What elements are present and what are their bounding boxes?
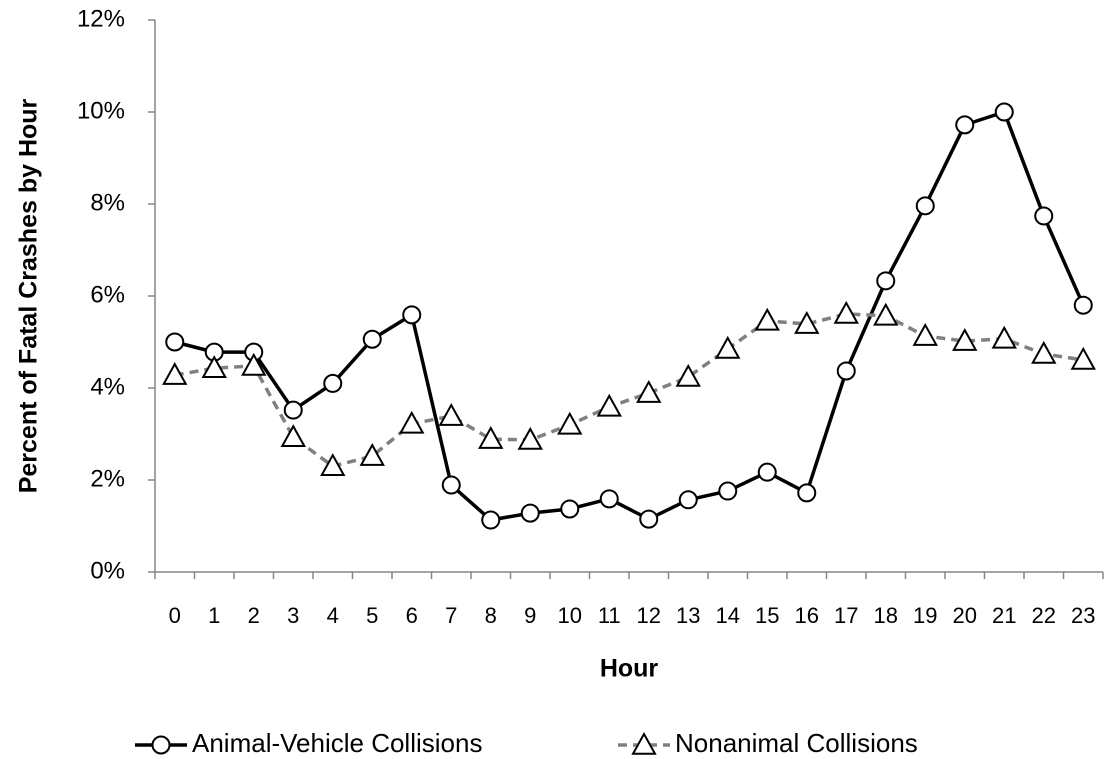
x-tick-label: 9 bbox=[524, 603, 536, 628]
data-point bbox=[438, 403, 464, 426]
x-tick-label: 17 bbox=[834, 603, 858, 628]
data-point bbox=[836, 361, 856, 381]
x-tick-label: 11 bbox=[598, 603, 621, 628]
data-point bbox=[639, 509, 659, 529]
x-tick-label: 10 bbox=[558, 603, 582, 628]
y-axis-title: Percent of Fatal Crashes by Hour bbox=[15, 98, 43, 493]
data-point bbox=[402, 305, 422, 325]
x-tick-label: 12 bbox=[637, 603, 661, 628]
data-point bbox=[797, 483, 817, 503]
x-tick-label: 15 bbox=[755, 603, 779, 628]
y-tick-label: 4% bbox=[90, 373, 125, 400]
x-tick-label: 7 bbox=[445, 603, 457, 628]
data-point bbox=[955, 115, 975, 135]
x-tick-label: 1 bbox=[208, 603, 220, 628]
x-tick-label: 0 bbox=[169, 603, 181, 628]
y-tick-label: 8% bbox=[90, 189, 125, 216]
data-point bbox=[757, 462, 777, 482]
data-point bbox=[599, 489, 619, 509]
x-tick-label: 13 bbox=[676, 603, 700, 628]
data-point bbox=[362, 329, 382, 349]
data-point bbox=[478, 426, 504, 449]
series-line bbox=[174, 312, 1084, 468]
data-point bbox=[991, 325, 1017, 349]
y-tick-label: 2% bbox=[90, 465, 125, 492]
data-point bbox=[1031, 340, 1057, 364]
data-point bbox=[952, 328, 978, 351]
data-point bbox=[1070, 346, 1096, 370]
data-point bbox=[794, 311, 820, 334]
x-axis-title: Hour bbox=[600, 655, 659, 683]
data-point bbox=[241, 352, 267, 376]
x-tick-label: 2 bbox=[248, 603, 260, 628]
data-point bbox=[283, 400, 303, 420]
x-tick-label: 21 bbox=[992, 603, 1016, 628]
data-point bbox=[1073, 295, 1093, 315]
data-point bbox=[675, 363, 701, 387]
data-point bbox=[557, 411, 583, 435]
data-point bbox=[481, 510, 501, 530]
x-tick-label: 5 bbox=[366, 603, 378, 628]
data-point bbox=[165, 332, 185, 352]
data-point bbox=[678, 490, 698, 510]
x-tick-label: 16 bbox=[795, 603, 819, 628]
y-tick-label: 10% bbox=[77, 97, 125, 124]
data-point bbox=[636, 380, 662, 403]
x-tick-label: 18 bbox=[874, 603, 898, 628]
data-point bbox=[718, 481, 738, 501]
x-tick-label: 3 bbox=[287, 603, 299, 628]
data-point bbox=[873, 302, 899, 326]
legend-label: Nonanimal Collisions bbox=[675, 728, 918, 758]
x-tick-label: 19 bbox=[913, 603, 937, 628]
data-point bbox=[994, 102, 1014, 122]
x-tick-label: 14 bbox=[716, 603, 740, 628]
legend-marker bbox=[151, 735, 171, 755]
data-point bbox=[833, 300, 859, 324]
data-point bbox=[441, 475, 461, 495]
data-point bbox=[915, 196, 935, 216]
series-line bbox=[174, 110, 1085, 522]
data-point bbox=[520, 503, 540, 523]
x-tick-label: 22 bbox=[1032, 603, 1056, 628]
data-point bbox=[320, 453, 346, 476]
data-point bbox=[876, 271, 896, 291]
x-tick-label: 20 bbox=[953, 603, 977, 628]
data-point bbox=[280, 424, 306, 448]
y-tick-label: 6% bbox=[90, 281, 125, 308]
data-point bbox=[560, 499, 580, 519]
data-point bbox=[754, 307, 780, 331]
data-point bbox=[596, 393, 622, 417]
x-tick-label: 6 bbox=[406, 603, 418, 628]
data-point bbox=[323, 373, 343, 393]
legend-label: Animal-Vehicle Collisions bbox=[192, 728, 482, 758]
x-tick-label: 23 bbox=[1071, 603, 1095, 628]
data-point bbox=[1034, 206, 1054, 226]
data-point bbox=[359, 443, 385, 466]
x-tick-label: 4 bbox=[327, 603, 339, 628]
data-point bbox=[201, 355, 227, 379]
data-point bbox=[162, 362, 188, 385]
y-tick-label: 12% bbox=[77, 5, 125, 32]
data-point bbox=[517, 426, 543, 450]
x-tick-label: 8 bbox=[485, 603, 497, 628]
data-point bbox=[399, 410, 425, 434]
legend-marker bbox=[631, 731, 657, 755]
data-point bbox=[912, 322, 938, 346]
y-tick-label: 0% bbox=[90, 557, 125, 584]
data-point bbox=[715, 335, 741, 359]
